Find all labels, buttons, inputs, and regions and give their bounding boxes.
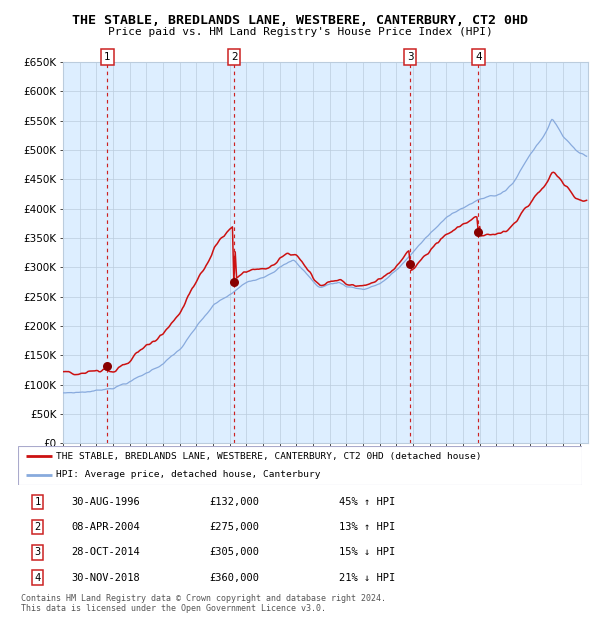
Text: THE STABLE, BREDLANDS LANE, WESTBERE, CANTERBURY, CT2 0HD: THE STABLE, BREDLANDS LANE, WESTBERE, CA… xyxy=(72,14,528,27)
Text: £275,000: £275,000 xyxy=(210,522,260,532)
Text: 2: 2 xyxy=(35,522,41,532)
Text: 21% ↓ HPI: 21% ↓ HPI xyxy=(340,573,396,583)
Text: 30-NOV-2018: 30-NOV-2018 xyxy=(71,573,140,583)
Text: THE STABLE, BREDLANDS LANE, WESTBERE, CANTERBURY, CT2 0HD (detached house): THE STABLE, BREDLANDS LANE, WESTBERE, CA… xyxy=(56,452,482,461)
Text: 3: 3 xyxy=(407,52,413,62)
Text: Contains HM Land Registry data © Crown copyright and database right 2024.
This d: Contains HM Land Registry data © Crown c… xyxy=(21,594,386,613)
Text: 45% ↑ HPI: 45% ↑ HPI xyxy=(340,497,396,507)
Text: £360,000: £360,000 xyxy=(210,573,260,583)
Text: 15% ↓ HPI: 15% ↓ HPI xyxy=(340,547,396,557)
Text: 1: 1 xyxy=(104,52,110,62)
Text: 1: 1 xyxy=(35,497,41,507)
Text: HPI: Average price, detached house, Canterbury: HPI: Average price, detached house, Cant… xyxy=(56,471,321,479)
Text: 13% ↑ HPI: 13% ↑ HPI xyxy=(340,522,396,532)
Text: Price paid vs. HM Land Registry's House Price Index (HPI): Price paid vs. HM Land Registry's House … xyxy=(107,27,493,37)
FancyBboxPatch shape xyxy=(18,446,582,485)
Text: £305,000: £305,000 xyxy=(210,547,260,557)
Text: 4: 4 xyxy=(475,52,482,62)
Text: 28-OCT-2014: 28-OCT-2014 xyxy=(71,547,140,557)
Text: £132,000: £132,000 xyxy=(210,497,260,507)
Text: 08-APR-2004: 08-APR-2004 xyxy=(71,522,140,532)
Text: 2: 2 xyxy=(231,52,238,62)
Text: 30-AUG-1996: 30-AUG-1996 xyxy=(71,497,140,507)
Text: 3: 3 xyxy=(35,547,41,557)
Text: 4: 4 xyxy=(35,573,41,583)
